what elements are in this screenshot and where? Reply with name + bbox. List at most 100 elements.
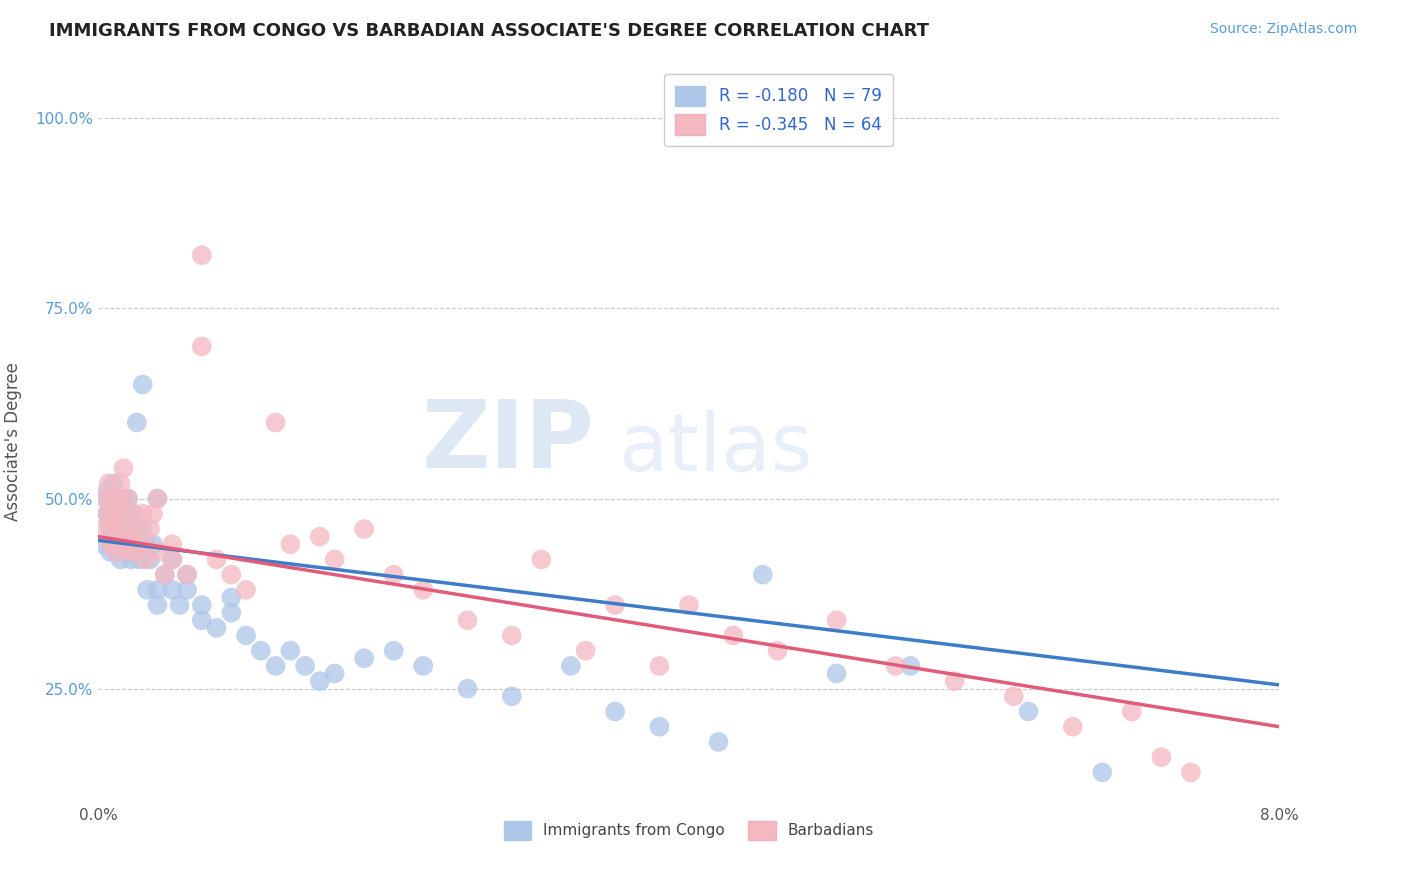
Point [382, 643, 405, 657]
Point [115, 507, 138, 521]
Point [139, 552, 162, 566]
Point [205, 621, 228, 635]
Point [575, 643, 598, 657]
Point [264, 416, 287, 430]
Point [191, 248, 214, 262]
Point [146, 491, 169, 506]
Point [353, 651, 375, 665]
Text: atlas: atlas [619, 409, 813, 488]
Point [105, 545, 128, 559]
Point [112, 461, 135, 475]
Point [100, 537, 122, 551]
Point [605, 598, 627, 612]
Point [221, 567, 243, 582]
Point [264, 659, 287, 673]
Point [176, 582, 198, 597]
Point [121, 522, 143, 536]
Point [382, 567, 405, 582]
Point [103, 491, 125, 506]
Legend: Immigrants from Congo, Barbadians: Immigrants from Congo, Barbadians [498, 815, 880, 846]
Point [127, 522, 149, 536]
Text: Source: ZipAtlas.com: Source: ZipAtlas.com [1209, 22, 1357, 37]
Point [235, 628, 257, 642]
Point [107, 515, 129, 529]
Point [117, 491, 139, 506]
Point [707, 735, 730, 749]
Point [205, 552, 228, 566]
Point [280, 537, 302, 551]
Point [136, 582, 159, 597]
Point [132, 522, 155, 536]
Point [146, 598, 169, 612]
Point [176, 567, 198, 582]
Point [1091, 765, 1114, 780]
Point [191, 613, 214, 627]
Point [943, 674, 966, 689]
Point [353, 522, 375, 536]
Point [221, 606, 243, 620]
Point [103, 507, 125, 521]
Point [648, 720, 671, 734]
Point [294, 659, 316, 673]
Point [117, 545, 139, 559]
Point [135, 552, 157, 566]
Point [678, 598, 700, 612]
Point [146, 491, 169, 506]
Point [108, 522, 131, 536]
Point [191, 598, 214, 612]
Point [91, 537, 114, 551]
Point [412, 659, 434, 673]
Point [105, 545, 128, 559]
Point [648, 659, 671, 673]
Point [132, 537, 155, 551]
Point [191, 339, 214, 353]
Text: IMMIGRANTS FROM CONGO VS BARBADIAN ASSOCIATE'S DEGREE CORRELATION CHART: IMMIGRANTS FROM CONGO VS BARBADIAN ASSOC… [49, 22, 929, 40]
Point [530, 552, 553, 566]
Point [112, 515, 135, 529]
Point [117, 522, 139, 536]
Point [605, 705, 627, 719]
Point [1062, 720, 1084, 734]
Point [103, 537, 125, 551]
Point [139, 522, 162, 536]
Point [142, 507, 165, 521]
Point [114, 522, 136, 536]
Point [323, 666, 346, 681]
Point [457, 681, 479, 696]
Point [107, 537, 129, 551]
Point [235, 582, 257, 597]
Point [884, 659, 907, 673]
Point [501, 628, 523, 642]
Point [111, 491, 134, 506]
Point [124, 545, 146, 559]
Point [98, 537, 121, 551]
Point [169, 598, 191, 612]
Point [162, 552, 183, 566]
Point [104, 515, 127, 529]
Point [153, 567, 176, 582]
Point [94, 491, 117, 506]
Point [162, 582, 183, 597]
Point [309, 530, 332, 544]
Point [96, 483, 118, 498]
Point [128, 552, 150, 566]
Point [114, 537, 136, 551]
Point [280, 643, 302, 657]
Point [103, 476, 125, 491]
Point [91, 522, 114, 536]
Point [117, 491, 139, 506]
Point [412, 582, 434, 597]
Point [107, 522, 129, 536]
Point [117, 515, 139, 529]
Point [1150, 750, 1173, 764]
Point [94, 491, 117, 506]
Point [120, 530, 142, 544]
Point [103, 537, 125, 551]
Point [250, 643, 273, 657]
Point [105, 530, 128, 544]
Point [118, 537, 141, 551]
Point [97, 515, 120, 529]
Point [153, 567, 176, 582]
Point [111, 507, 134, 521]
Point [135, 537, 157, 551]
